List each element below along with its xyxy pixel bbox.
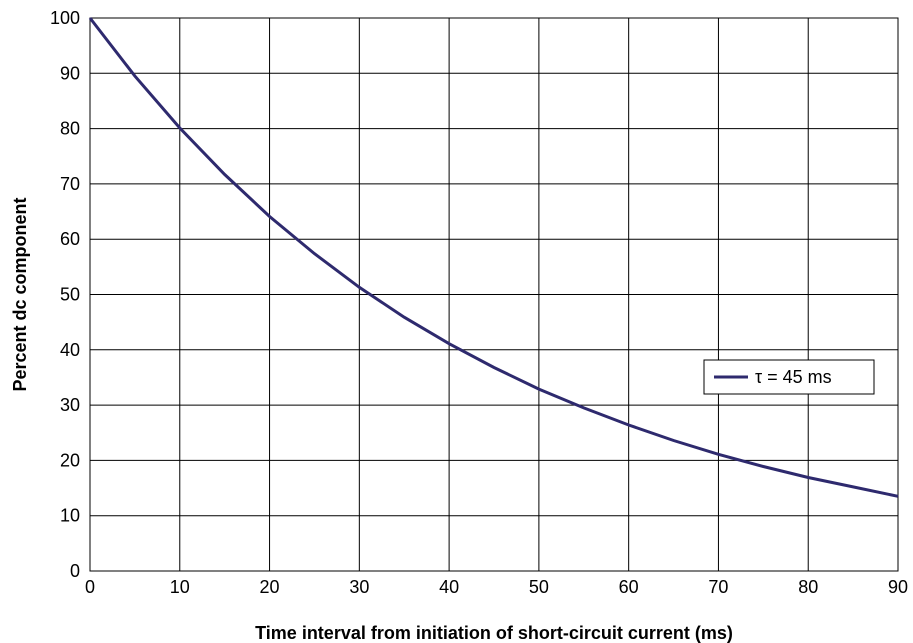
- y-tick-label: 0: [70, 561, 80, 581]
- y-tick-label: 40: [60, 340, 80, 360]
- y-axis: 0 10 20 30 40 50 60 70 80 90 100: [50, 8, 80, 581]
- x-axis: 0 10 20 30 40 50 60 70 80 90: [85, 577, 908, 597]
- y-tick-label: 100: [50, 8, 80, 28]
- legend: τ = 45 ms: [703, 359, 875, 395]
- plot-area: [89, 17, 899, 572]
- x-tick-label: 10: [170, 577, 190, 597]
- grid: [89, 17, 899, 572]
- y-tick-label: 20: [60, 450, 80, 470]
- y-tick-label: 60: [60, 229, 80, 249]
- x-tick-label: 90: [888, 577, 908, 597]
- x-axis-title: Time interval from initiation of short-c…: [255, 623, 733, 643]
- legend-label: τ = 45 ms: [755, 367, 832, 387]
- x-tick-label: 30: [349, 577, 369, 597]
- x-tick-label: 60: [619, 577, 639, 597]
- y-tick-label: 30: [60, 395, 80, 415]
- y-tick-label: 10: [60, 506, 80, 526]
- y-tick-label: 90: [60, 63, 80, 83]
- x-tick-label: 40: [439, 577, 459, 597]
- x-tick-label: 0: [85, 577, 95, 597]
- x-tick-label: 80: [798, 577, 818, 597]
- y-tick-label: 70: [60, 174, 80, 194]
- y-axis-title: Percent dc component: [10, 197, 30, 391]
- y-tick-label: 50: [60, 285, 80, 305]
- x-tick-label: 70: [708, 577, 728, 597]
- y-tick-label: 80: [60, 119, 80, 139]
- x-tick-label: 50: [529, 577, 549, 597]
- x-tick-label: 20: [260, 577, 280, 597]
- series-line: [88, 17, 899, 498]
